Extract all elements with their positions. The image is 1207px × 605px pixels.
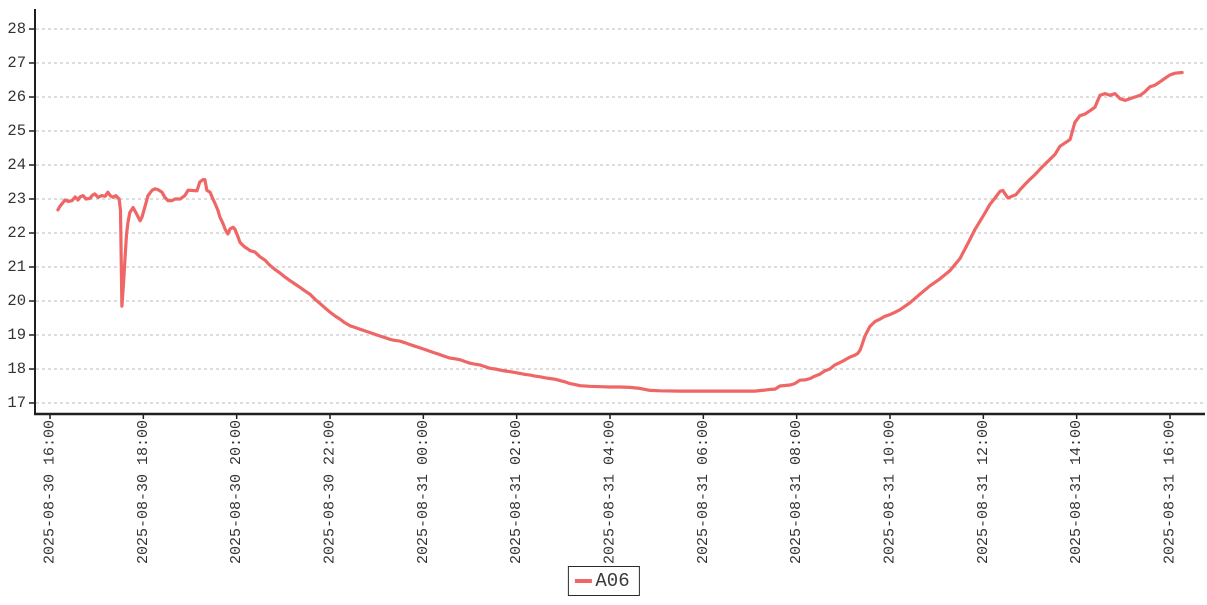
x-axis-label: 2025-08-30 22:00	[322, 420, 339, 564]
x-axis-label: 2025-08-30 18:00	[135, 420, 152, 564]
y-axis-label: 19	[7, 326, 26, 344]
legend-line-swatch	[574, 579, 592, 583]
x-axis-label: 2025-08-31 12:00	[975, 420, 992, 564]
x-axis-label: 2025-08-31 00:00	[415, 420, 432, 564]
y-axis-label: 23	[7, 190, 26, 208]
x-axis-label: 2025-08-31 08:00	[788, 420, 805, 564]
y-axis-label: 20	[7, 292, 26, 310]
x-axis-label: 2025-08-31 02:00	[508, 420, 525, 564]
x-axis-label: 2025-08-31 14:00	[1068, 420, 1085, 564]
x-axis-label: 2025-08-31 10:00	[882, 420, 899, 564]
x-axis-label: 2025-08-31 16:00	[1162, 420, 1179, 564]
y-axis-label: 24	[7, 156, 26, 174]
x-axis-label: 2025-08-31 06:00	[695, 420, 712, 564]
y-axis-label: 25	[7, 122, 26, 140]
x-axis-label: 2025-08-30 16:00	[42, 420, 59, 564]
y-axis-label: 18	[7, 360, 26, 378]
series-line-a06	[56, 70, 1184, 393]
x-axis-label: 2025-08-30 20:00	[228, 420, 245, 564]
y-axis-label: 17	[7, 394, 26, 412]
y-axis-label: 22	[7, 224, 26, 242]
x-axis-label: 2025-08-31 04:00	[602, 420, 619, 564]
legend[interactable]: A06	[567, 566, 640, 596]
y-axis-label: 26	[7, 88, 26, 106]
y-axis-label: 21	[7, 258, 26, 276]
y-axis-label: 27	[7, 54, 26, 72]
y-axis-label: 28	[7, 20, 26, 38]
legend-label-a06: A06	[595, 569, 630, 592]
